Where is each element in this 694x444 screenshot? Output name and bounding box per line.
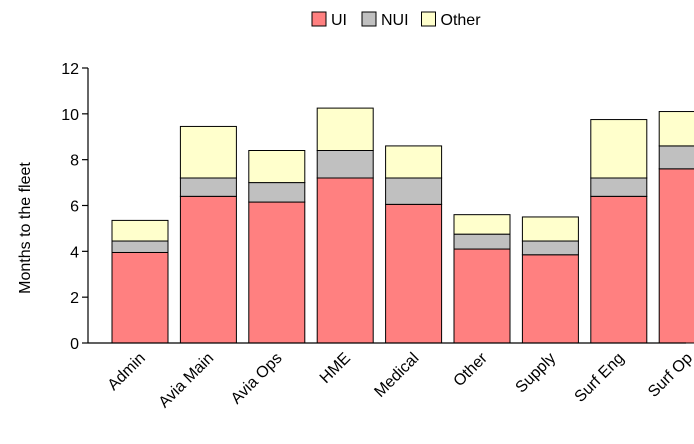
- legend-label-ui: UI: [331, 12, 347, 29]
- bar-other-surf-op: [658, 111, 694, 147]
- legend: UI NUI Other: [311, 11, 482, 29]
- x-tick-label-surf-op: Surf Op: [645, 350, 694, 401]
- bar-nui-hme: [316, 150, 374, 179]
- bar-ui-surf-op: [658, 168, 694, 344]
- x-tick-label-surf-eng: Surf Eng: [572, 350, 628, 406]
- bar-ui-hme: [316, 177, 374, 344]
- y-tick-label: 2: [70, 290, 79, 307]
- x-tick-label-other: Other: [451, 349, 492, 390]
- bar-nui-admin: [111, 240, 169, 253]
- x-tick-label-avia-main: Avia Main: [156, 350, 217, 411]
- bar-nui-supply: [521, 240, 579, 256]
- legend-item-nui: NUI: [361, 11, 409, 29]
- bar-nui-medical: [385, 177, 443, 205]
- bar-nui-surf-eng: [590, 177, 648, 197]
- bar-ui-medical: [385, 203, 443, 344]
- bar-group-surf-eng: [590, 119, 648, 344]
- bar-nui-avia-ops: [248, 182, 306, 203]
- y-tick-label: 8: [70, 153, 79, 170]
- x-tick-label-avia-ops: Avia Ops: [228, 350, 286, 408]
- x-tick-label-hme: HME: [317, 350, 354, 387]
- legend-label-other: Other: [441, 12, 482, 29]
- legend-swatch-nui: [361, 11, 377, 27]
- bar-ui-supply: [521, 254, 579, 344]
- bar-ui-avia-ops: [248, 201, 306, 344]
- bar-group-other: [453, 214, 511, 344]
- bar-group-surf-op: [658, 111, 694, 344]
- bar-other-admin: [111, 219, 169, 242]
- bar-other-medical: [385, 145, 443, 179]
- bar-nui-avia-main: [179, 177, 237, 197]
- bar-group-medical: [385, 145, 443, 344]
- bar-ui-admin: [111, 251, 169, 344]
- bar-group-avia-main: [179, 125, 237, 344]
- y-tick-label: 10: [61, 107, 79, 124]
- bar-other-avia-ops: [248, 150, 306, 184]
- bar-other-hme: [316, 107, 374, 151]
- bar-nui-other: [453, 233, 511, 250]
- bars: [111, 107, 694, 344]
- bar-other-supply: [521, 216, 579, 242]
- y-axis: 0 2 4 6 8 10 12: [61, 61, 89, 353]
- legend-item-ui: UI: [311, 11, 347, 29]
- bar-other-avia-main: [179, 125, 237, 179]
- y-tick-label: 0: [70, 336, 79, 353]
- x-tick-label-supply: Supply: [513, 350, 560, 397]
- bar-other-surf-eng: [590, 119, 648, 179]
- bar-other-other: [453, 214, 511, 235]
- legend-label-nui: NUI: [381, 12, 409, 29]
- x-tick-label-medical: Medical: [371, 350, 422, 401]
- x-tick-label-admin: Admin: [105, 350, 149, 394]
- bar-ui-other: [453, 248, 511, 344]
- bar-group-admin: [111, 219, 169, 344]
- bar-group-supply: [521, 216, 579, 344]
- y-axis-label: Months to the fleet: [17, 162, 34, 294]
- bar-ui-surf-eng: [590, 195, 648, 344]
- legend-item-other: Other: [421, 11, 482, 29]
- x-axis: Admin Avia Main Avia Ops HME Medical Other Sup…: [88, 342, 694, 411]
- bar-ui-avia-main: [179, 195, 237, 344]
- y-tick-label: 12: [61, 61, 79, 78]
- y-tick-label: 6: [70, 199, 79, 216]
- bar-group-hme: [316, 107, 374, 344]
- y-tick-label: 4: [70, 244, 79, 261]
- legend-swatch-ui: [311, 11, 327, 27]
- legend-swatch-other: [421, 11, 436, 27]
- bar-group-avia-ops: [248, 150, 306, 344]
- bar-nui-surf-op: [658, 145, 694, 170]
